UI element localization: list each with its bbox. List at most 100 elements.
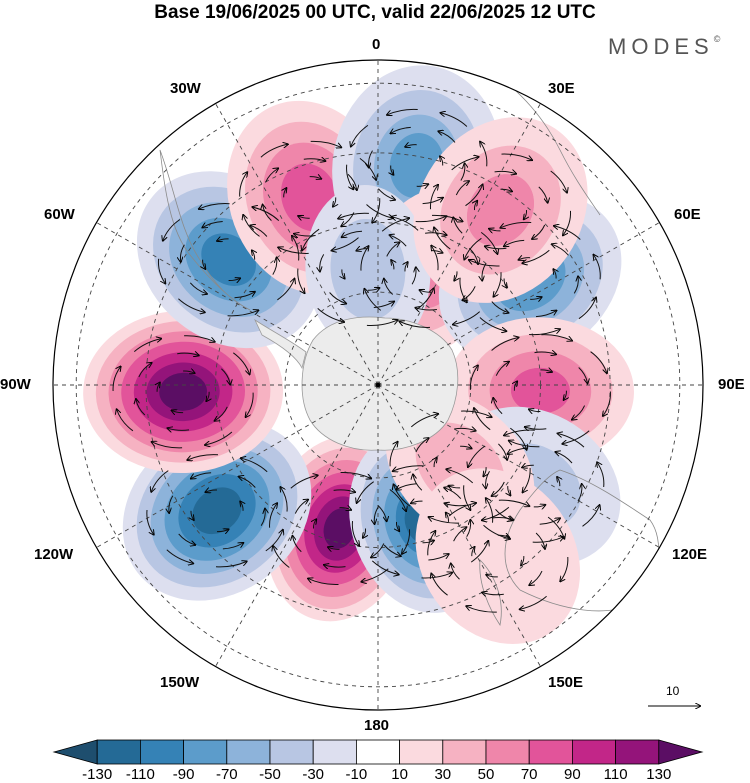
wind-arrow: [203, 259, 206, 269]
wind-arrow: [136, 399, 146, 416]
wind-arrow: [180, 244, 185, 262]
wind-arrow: [547, 516, 564, 538]
colorbar-swatch: [355, 739, 400, 765]
wind-arrow: [495, 362, 509, 376]
wind-arrow: [497, 535, 509, 537]
wind-arrow: [320, 254, 325, 271]
wind-arrow: [405, 145, 417, 147]
wind-arrow: [453, 311, 481, 325]
wind-arrow: [260, 509, 265, 526]
wind-arrow: [357, 481, 374, 503]
wind-arrow: [446, 513, 449, 522]
wind-arrow: [504, 429, 535, 435]
wind-arrow: [550, 170, 567, 192]
wind-arrow: [392, 217, 419, 231]
wind-arrow: [284, 188, 287, 198]
anomaly-center: [83, 310, 284, 474]
wind-arrow: [487, 575, 498, 577]
wind-arrow: [396, 521, 399, 531]
wind-arrow: [489, 229, 501, 231]
wind-arrow: [422, 541, 434, 543]
wind-arrow: [469, 260, 500, 267]
lon-label-60e: 60E: [674, 206, 701, 223]
map-border: [52, 59, 704, 711]
colorbar-swatch: [96, 739, 141, 765]
wind-arrow: [405, 262, 408, 272]
wind-arrow: [522, 465, 534, 467]
wind-arrow: [534, 352, 556, 354]
wind-arrow: [439, 131, 456, 143]
wind-arrow: [434, 458, 437, 468]
wind-arrow: [529, 409, 541, 411]
wind-arrow: [391, 260, 394, 270]
south-pole-dot: [375, 382, 381, 388]
latitude-circle: [75, 82, 681, 688]
wind-arrow: [460, 446, 471, 448]
wind-arrow: [191, 510, 194, 520]
colorbar-tick-label: 130: [646, 766, 672, 783]
wind-arrow: [351, 521, 359, 545]
wind-arrow: [413, 475, 423, 491]
colorbar-tick-label: -130: [82, 766, 113, 783]
wind-arrow: [468, 247, 478, 264]
wind-arrow: [273, 546, 290, 568]
wind-arrow: [253, 207, 280, 221]
wind-arrow: [451, 157, 479, 171]
colorbar-tick-label: -90: [172, 766, 195, 783]
colorbar-swatch: [528, 739, 573, 765]
wind-arrow: [578, 298, 596, 320]
wind-arrow: [479, 317, 506, 332]
wind-arrow: [313, 520, 316, 529]
wind-arrow: [427, 531, 436, 556]
colorbar-swatch: [442, 739, 487, 765]
wind-arrow: [448, 503, 476, 517]
wind-arrow: [480, 142, 488, 167]
wind-arrow: [530, 570, 543, 585]
colorbar-tick-label: 30: [434, 766, 452, 783]
wind-arrow: [216, 530, 228, 532]
wind-arrow: [265, 169, 279, 183]
wind-arrow: [389, 442, 397, 467]
wind-arrow: [494, 272, 502, 296]
wind-arrow: [460, 164, 465, 181]
wind-arrow: [151, 470, 169, 492]
wind-arrow: [367, 288, 379, 290]
wind-arrow: [351, 124, 369, 146]
wind-arrow: [191, 472, 212, 479]
wind-arrow: [366, 320, 398, 327]
wind-arrow: [263, 205, 272, 221]
brand-logo: MODES©: [608, 34, 720, 60]
wind-arrow: [386, 243, 400, 257]
wind-arrow: [269, 503, 277, 528]
wind-arrow: [278, 248, 309, 254]
lon-label-30w: 30W: [170, 80, 201, 97]
wind-arrow: [539, 518, 560, 525]
wind-arrow: [233, 352, 249, 374]
australia-coast: [504, 469, 660, 612]
wind-arrow: [166, 549, 193, 564]
wind-arrow: [491, 301, 508, 313]
wind-arrow: [421, 573, 453, 579]
anomaly-field: [83, 65, 634, 644]
wind-arrow: [290, 475, 318, 489]
wind-arrow: [492, 481, 505, 496]
wind-arrow: [272, 258, 277, 275]
wind-arrow: [498, 443, 507, 460]
wind-arrow: [524, 210, 527, 219]
wind-arrow: [384, 279, 394, 295]
wind-arrow: [447, 469, 474, 484]
colorbar-swatch: [139, 739, 184, 765]
wind-arrow: [493, 398, 503, 415]
wind-arrow: [491, 517, 513, 519]
lon-label-150w: 150W: [160, 674, 200, 691]
wind-arrow: [333, 490, 355, 492]
wind-arrow: [206, 490, 218, 492]
wind-arrow: [246, 392, 254, 417]
wind-arrow: [391, 126, 411, 133]
wind-arrow: [434, 228, 451, 250]
wind-arrow: [525, 427, 547, 429]
wind-arrow: [308, 579, 339, 586]
wind-arrow: [485, 246, 507, 248]
wind-arrow: [451, 564, 460, 580]
